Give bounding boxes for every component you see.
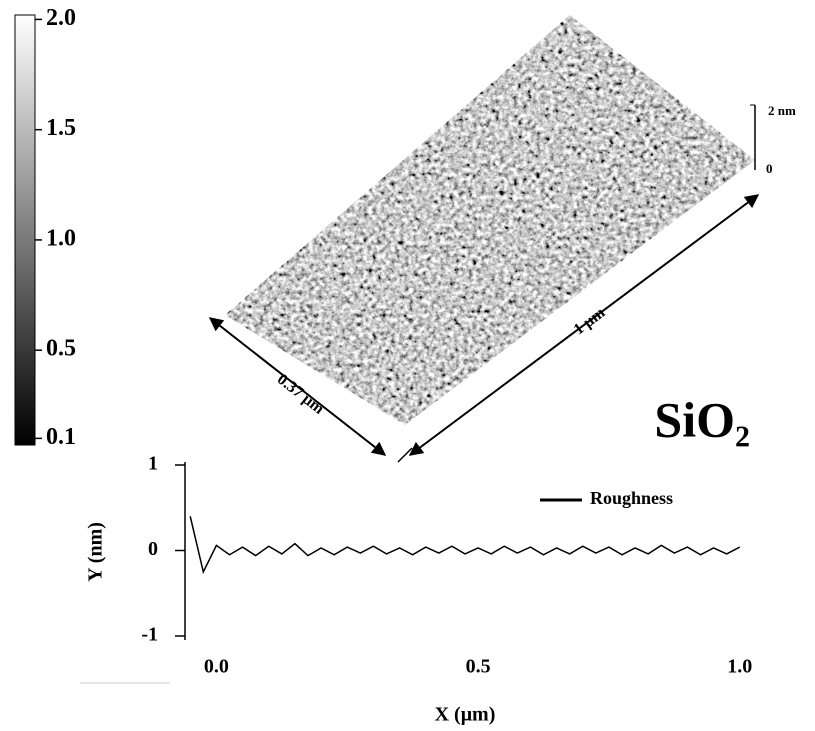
colorbar-tick-label: 2.0 xyxy=(46,5,76,31)
y-axis-label: Y (nm) xyxy=(85,522,107,582)
surface-texture xyxy=(225,15,755,425)
z-scale-top: 2 nm xyxy=(768,103,796,118)
x-axis-label: X (μm) xyxy=(435,704,496,726)
length-label: 1 μm xyxy=(571,304,609,339)
width-label: 0.37 μm xyxy=(274,371,328,418)
width-arrow xyxy=(208,317,387,456)
line-series xyxy=(189,516,741,575)
colorbar xyxy=(14,14,36,446)
y-tick-label: 0 xyxy=(148,538,158,560)
colorbar-tick-label: 0.5 xyxy=(46,336,76,362)
y-tick-label: 1 xyxy=(148,453,158,475)
x-tick-label: 0.0 xyxy=(204,656,229,678)
x-tick-label: 0.5 xyxy=(466,656,491,678)
x-tick-label: 1.0 xyxy=(727,656,752,678)
colorbar-tick-label: 1.0 xyxy=(46,225,76,251)
colorbar-tick-label: 0.1 xyxy=(46,424,76,450)
z-scale-bottom: 0 xyxy=(766,161,773,176)
surface xyxy=(225,15,755,425)
legend-label: Roughness xyxy=(590,488,673,508)
y-tick-label: -1 xyxy=(141,624,158,646)
length-arrow xyxy=(408,194,760,456)
material-label: SiO₂ xyxy=(654,391,750,447)
corner-mark xyxy=(397,447,413,463)
colorbar-tick-label: 1.5 xyxy=(46,115,76,141)
